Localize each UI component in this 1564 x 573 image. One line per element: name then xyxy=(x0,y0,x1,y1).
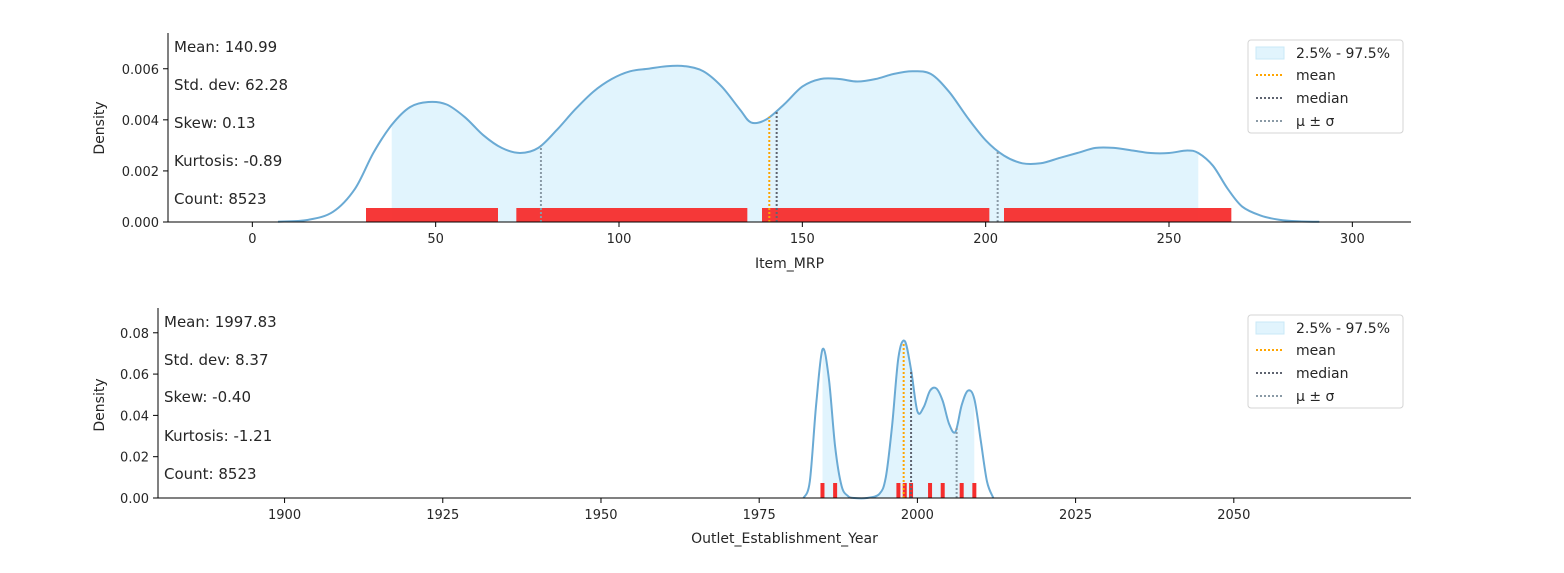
stat-text: Kurtosis: -1.21 xyxy=(164,427,272,445)
y-tick-label: 0.002 xyxy=(122,165,159,180)
rug-tick-3 xyxy=(902,483,907,498)
x-tick-label: 1900 xyxy=(268,508,301,523)
rug-segment-2 xyxy=(762,208,990,222)
rug-segment-3 xyxy=(1004,208,1232,222)
x-axis-label: Outlet_Establishment_Year xyxy=(691,531,878,547)
stat-text: Std. dev: 8.37 xyxy=(164,351,269,369)
legend-swatch-band xyxy=(1255,321,1285,335)
density-band-0 xyxy=(391,65,1199,222)
legend-entry: μ ± σ xyxy=(1296,389,1335,405)
y-tick-label: 0.08 xyxy=(120,327,149,342)
x-tick-label: 150 xyxy=(790,232,815,247)
x-tick-label: 50 xyxy=(427,232,444,247)
y-tick-label: 0.006 xyxy=(122,63,159,78)
y-tick-label: 0.004 xyxy=(122,114,159,129)
rug-tick-8 xyxy=(972,483,977,498)
legend-entry: mean xyxy=(1296,68,1336,84)
x-tick-label: 300 xyxy=(1340,232,1365,247)
x-tick-label: 100 xyxy=(607,232,632,247)
stat-text: Skew: -0.40 xyxy=(164,388,251,406)
legend-entry: μ ± σ xyxy=(1296,114,1335,130)
y-tick-label: 0.04 xyxy=(120,409,149,424)
y-tick-label: 0.00 xyxy=(120,492,149,507)
x-axis-label: Item_MRP xyxy=(755,256,824,272)
stat-text: Mean: 1997.83 xyxy=(164,313,277,331)
rug-tick-0 xyxy=(820,483,825,498)
x-tick-label: 1975 xyxy=(743,508,776,523)
rug-segment-0 xyxy=(366,208,498,222)
density-curve-1 xyxy=(802,339,995,500)
rug-tick-6 xyxy=(940,483,945,498)
x-tick-label: 1925 xyxy=(426,508,459,523)
legend-swatch-band xyxy=(1255,46,1285,60)
y-tick-label: 0.000 xyxy=(122,216,159,231)
x-tick-label: 250 xyxy=(1157,232,1182,247)
rug-tick-2 xyxy=(896,483,901,498)
legend-box xyxy=(1247,39,1404,134)
legend-box xyxy=(1247,314,1404,409)
rug-tick-1 xyxy=(833,483,838,498)
x-tick-label: 0 xyxy=(248,232,256,247)
x-tick-label: 2000 xyxy=(901,508,934,523)
y-axis-label: Density xyxy=(92,378,108,431)
density-band-1 xyxy=(822,340,975,499)
x-tick-label: 2025 xyxy=(1059,508,1092,523)
rug-segment-1 xyxy=(516,208,748,222)
stat-text: Mean: 140.99 xyxy=(174,38,277,56)
y-tick-label: 0.06 xyxy=(120,368,149,383)
stat-text: Count: 8523 xyxy=(174,190,267,208)
x-tick-label: 200 xyxy=(973,232,998,247)
stat-text: Kurtosis: -0.89 xyxy=(174,152,282,170)
y-axis-label: Density xyxy=(92,101,108,154)
legend-entry: median xyxy=(1296,91,1348,107)
stat-text: Count: 8523 xyxy=(164,465,257,483)
legend-entry: median xyxy=(1296,366,1348,382)
x-tick-label: 2050 xyxy=(1217,508,1250,523)
legend-entry: 2.5% - 97.5% xyxy=(1296,46,1390,62)
density-curve-0 xyxy=(277,64,1320,223)
rug-tick-5 xyxy=(928,483,933,498)
rug-tick-4 xyxy=(909,483,914,498)
y-tick-label: 0.02 xyxy=(120,451,149,466)
legend-entry: mean xyxy=(1296,343,1336,359)
rug-tick-7 xyxy=(959,483,964,498)
stat-text: Skew: 0.13 xyxy=(174,114,256,132)
x-tick-label: 1950 xyxy=(584,508,617,523)
legend-entry: 2.5% - 97.5% xyxy=(1296,321,1390,337)
stat-text: Std. dev: 62.28 xyxy=(174,76,288,94)
